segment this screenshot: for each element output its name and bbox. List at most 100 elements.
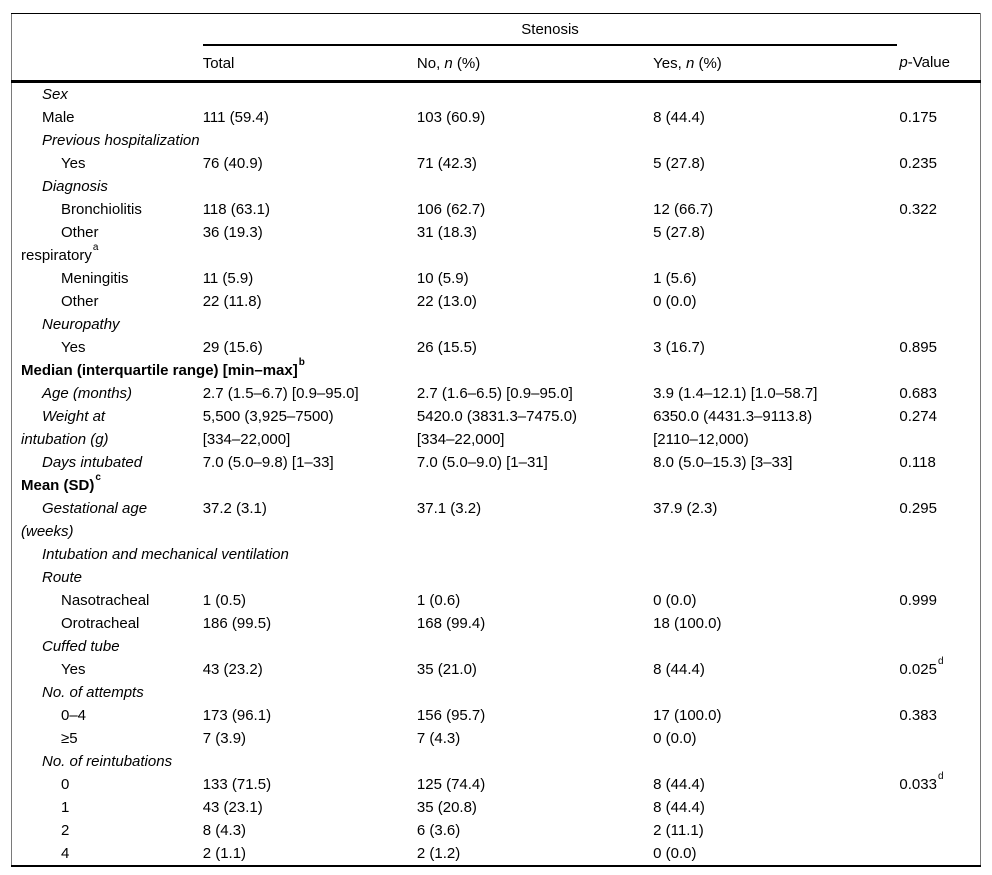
cell-total: 43 (23.2) xyxy=(202,661,263,678)
cell-pvalue: 0.274 xyxy=(899,408,937,425)
cell-total: 133 (71.5) xyxy=(202,776,272,793)
row-label: Intubation and mechanical ventilation xyxy=(42,546,289,563)
row-label: Neuropathy xyxy=(42,316,120,333)
cell-pvalue: 0.295 xyxy=(899,500,937,517)
column-header-no-text: No, xyxy=(416,54,445,72)
table-row: Orotracheal 186 (99.5) 168 (99.4) 18 (100.0… xyxy=(12,612,981,635)
column-header-p-var: p xyxy=(899,54,908,71)
row-label: Yes xyxy=(61,661,86,678)
cell-yes: 1 (5.6) xyxy=(653,270,697,287)
cell-pvalue: 0.175 xyxy=(899,109,937,126)
table-row: Route xyxy=(12,566,981,589)
table-row: Other respiratorya 36 (19.3) 31 (18.3) 5 (27… xyxy=(12,221,981,267)
row-label: Age (months) xyxy=(42,385,133,402)
cell-no: 103 (60.9) xyxy=(416,109,486,126)
cell-pvalue xyxy=(897,290,980,313)
cell-total: 36 (19.3) xyxy=(202,224,263,241)
cell-yes: 0 (0.0) xyxy=(653,845,697,862)
cell-yes: 17 (100.0) xyxy=(653,707,722,724)
cell-pvalue: 0.999 xyxy=(899,592,937,609)
cell-yes: 8 (44.4) xyxy=(653,661,705,678)
cell-no: 2.7 (1.6–6.5) [0.9–95.0] xyxy=(416,385,573,402)
cell-yes: 18 (100.0) xyxy=(653,615,722,632)
table-row: 1 43 (23.1) 35 (20.8) 8 (44.4) xyxy=(12,796,981,819)
cell-pvalue: 0.025d xyxy=(899,656,944,679)
cell-no: 156 (95.7) xyxy=(416,707,486,724)
row-label: Yes xyxy=(61,339,86,356)
cell-yes: 37.9 (2.3) xyxy=(653,500,718,517)
table-row: Other 22 (11.8) 22 (13.0) 0 (0.0) xyxy=(12,290,981,313)
row-label: Sex xyxy=(42,86,68,103)
table-row: Yes 43 (23.2) 35 (21.0) 8 (44.4) 0.025d xyxy=(12,656,981,681)
cell-pvalue xyxy=(897,842,980,866)
cell-no: 26 (15.5) xyxy=(416,339,477,356)
cell-total: 7 (3.9) xyxy=(202,730,247,747)
table-row: Sex xyxy=(12,82,981,107)
row-label: Bronchiolitis xyxy=(61,201,142,218)
row-label: Gestational age (weeks) xyxy=(21,500,148,540)
row-label: Male xyxy=(42,109,75,126)
cell-no: 37.1 (3.2) xyxy=(416,500,482,517)
cell-yes: 8 (44.4) xyxy=(653,799,705,816)
cell-no: 125 (74.4) xyxy=(416,776,486,793)
cell-pvalue: 0.033d xyxy=(899,771,944,794)
row-label: Previous hospitalization xyxy=(42,132,200,149)
table-row: Mean (SD)c xyxy=(12,473,981,497)
cell-pvalue xyxy=(897,727,980,750)
cell-yes: 5 (27.8) xyxy=(653,155,705,172)
cell-pvalue xyxy=(897,819,980,842)
row-label: Weight at intubation (g) xyxy=(21,408,109,448)
cell-pvalue: 0.383 xyxy=(899,707,937,724)
cell-yes: 8 (44.4) xyxy=(653,109,705,126)
cell-no: 10 (5.9) xyxy=(416,270,469,287)
cell-pvalue xyxy=(897,221,980,267)
row-label: ≥5 xyxy=(61,730,78,747)
table-row: 2 8 (4.3) 6 (3.6) 2 (11.1) xyxy=(12,819,981,842)
cell-pvalue xyxy=(897,796,980,819)
table-body: Sex Male 111 (59.4) 103 (60.9) 8 (44.4) 0.175… xyxy=(12,82,981,867)
cell-total: 186 (99.5) xyxy=(202,615,272,632)
cell-yes: 3 (16.7) xyxy=(653,339,705,356)
cell-total: 8 (4.3) xyxy=(202,822,247,839)
column-header-yes-text: Yes, xyxy=(653,54,686,72)
row-label: Nasotracheal xyxy=(61,592,150,609)
table-row: Weight at intubation (g) 5,500 (3,925–7500… xyxy=(12,405,981,451)
row-label: Yes xyxy=(61,155,86,172)
column-header-pct: (%) xyxy=(694,54,722,72)
column-header-no: No, n (%) xyxy=(416,45,654,83)
cell-no: 31 (18.3) xyxy=(416,224,477,241)
table-row: Previous hospitalization xyxy=(12,129,981,152)
row-label: Meningitis xyxy=(61,270,129,287)
cell-total: 2.7 (1.5–6.7) [0.9–95.0] xyxy=(202,385,359,402)
cell-pvalue: 0.683 xyxy=(899,385,937,402)
column-header-label xyxy=(11,45,203,83)
row-label: 4 xyxy=(61,845,70,862)
cell-pvalue: 0.322 xyxy=(899,201,937,218)
cell-pvalue: 0.235 xyxy=(899,155,937,172)
column-header-yes: Yes, n (%) xyxy=(653,45,898,83)
cell-total: 1 (0.5) xyxy=(202,592,247,609)
cell-no: 1 (0.6) xyxy=(416,592,461,609)
row-label: Other xyxy=(61,293,99,310)
table-row: Yes 76 (40.9) 71 (42.3) 5 (27.8) 0.235 xyxy=(12,152,981,175)
table-row: Days intubated 7.0 (5.0–9.8) [1–33] 7.0 (5… xyxy=(12,451,981,474)
spacer-cell xyxy=(897,14,980,46)
table-row: Male 111 (59.4) 103 (60.9) 8 (44.4) 0.175 xyxy=(12,106,981,129)
table-row: 4 2 (1.1) 2 (1.2) 0 (0.0) xyxy=(12,842,981,866)
table-row: Cuffed tube xyxy=(12,635,981,658)
column-header-pvalue-text: -Value xyxy=(907,54,950,71)
cell-yes: 2 (11.1) xyxy=(653,822,704,839)
cell-yes: 0 (0.0) xyxy=(653,730,697,747)
cell-yes: 0 (0.0) xyxy=(653,293,697,310)
row-label: Orotracheal xyxy=(61,615,140,632)
cell-no: 71 (42.3) xyxy=(416,155,477,172)
row-label: 1 xyxy=(61,799,70,816)
cell-no: 35 (20.8) xyxy=(416,799,477,816)
table-row: No. of attempts xyxy=(12,681,981,704)
cell-yes: 5 (27.8) xyxy=(653,224,705,241)
cell-no: 7 (4.3) xyxy=(416,730,461,747)
cell-total: 111 (59.4) xyxy=(202,109,269,126)
cell-total: 76 (40.9) xyxy=(202,155,263,172)
cell-total: 7.0 (5.0–9.8) [1–33] xyxy=(202,454,334,471)
